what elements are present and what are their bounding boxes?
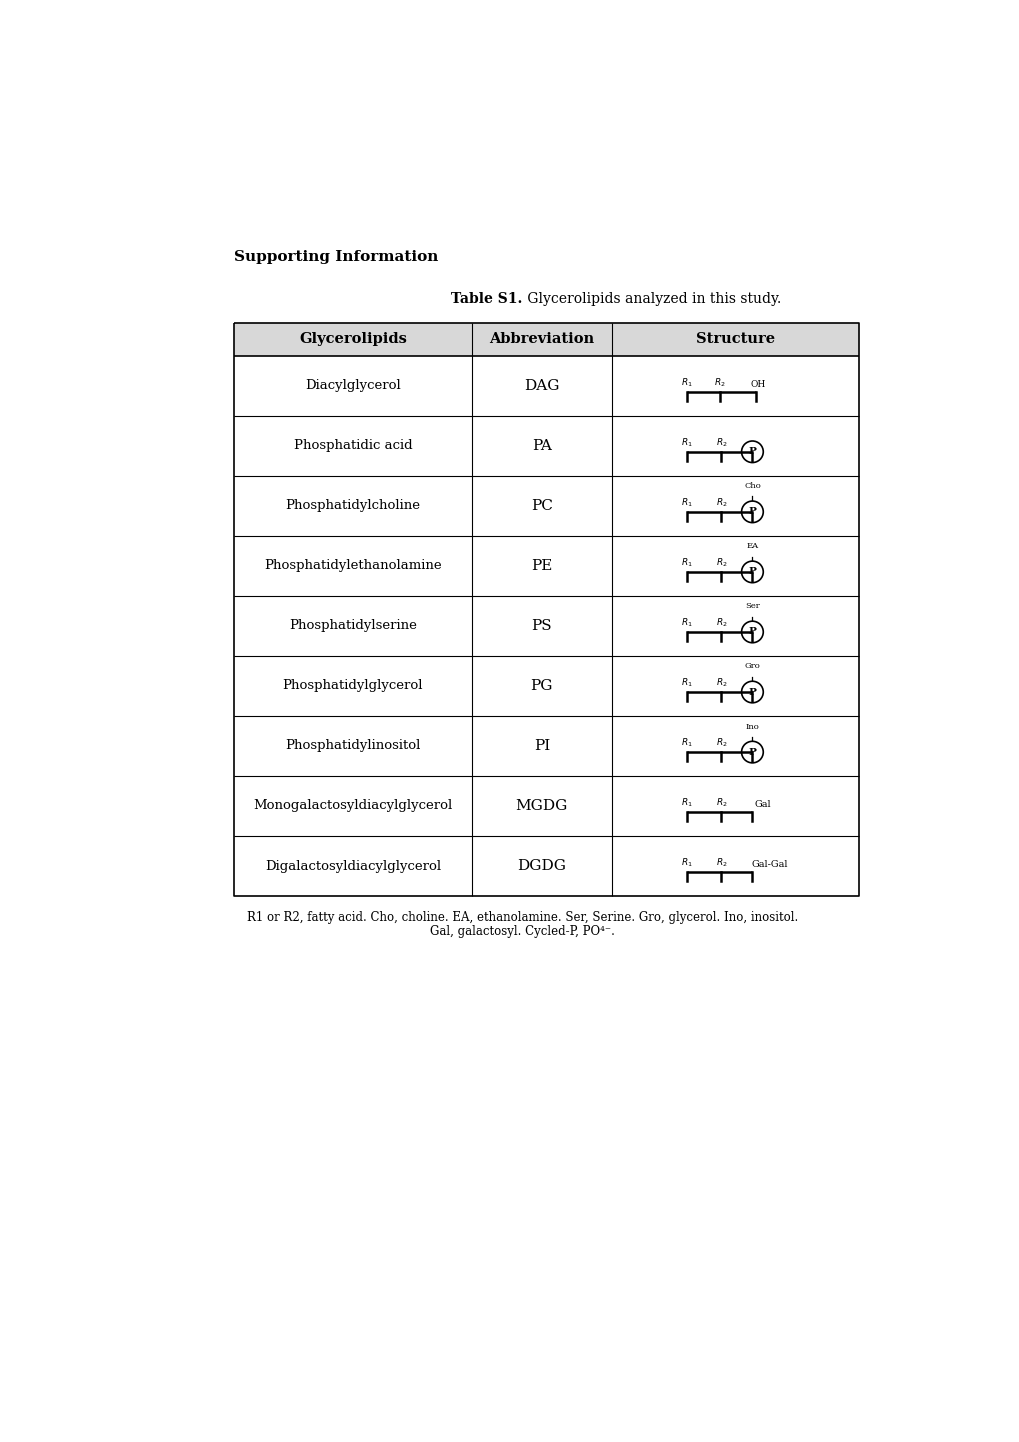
Text: $R_1$: $R_1$ xyxy=(681,857,693,870)
Text: PG: PG xyxy=(530,679,552,692)
Text: OH: OH xyxy=(750,379,765,389)
Text: P: P xyxy=(748,627,756,636)
Text: $R_1$: $R_1$ xyxy=(681,496,693,509)
Text: $R_2$: $R_2$ xyxy=(715,676,727,689)
Text: Gal: Gal xyxy=(754,800,770,809)
Text: Gal, galactosyl. Cycled-P, PO⁴⁻.: Gal, galactosyl. Cycled-P, PO⁴⁻. xyxy=(430,926,614,939)
Text: DGDG: DGDG xyxy=(517,859,566,872)
Text: Phosphatidylethanolamine: Phosphatidylethanolamine xyxy=(264,559,441,572)
Text: Abbreviation: Abbreviation xyxy=(489,332,594,346)
Text: $R_2$: $R_2$ xyxy=(715,737,727,748)
Text: Glycerolipids: Glycerolipids xyxy=(299,332,407,346)
Text: $R_1$: $R_1$ xyxy=(681,676,693,689)
Text: PA: PA xyxy=(531,438,551,453)
Text: P: P xyxy=(748,567,756,577)
Text: Phosphatidylcholine: Phosphatidylcholine xyxy=(285,499,420,512)
Text: $R_1$: $R_1$ xyxy=(681,435,693,448)
Text: $R_2$: $R_2$ xyxy=(715,557,727,568)
Text: Ino: Ino xyxy=(745,722,758,731)
Text: $R_2$: $R_2$ xyxy=(713,376,725,389)
Text: Structure: Structure xyxy=(695,332,774,346)
Text: $R_1$: $R_1$ xyxy=(681,616,693,629)
Text: $R_2$: $R_2$ xyxy=(715,435,727,448)
Text: $R_2$: $R_2$ xyxy=(715,496,727,509)
Text: Glycerolipids analyzed in this study.: Glycerolipids analyzed in this study. xyxy=(522,293,781,306)
Text: Cho: Cho xyxy=(743,482,760,490)
Polygon shape xyxy=(234,323,858,356)
Text: $R_2$: $R_2$ xyxy=(715,857,727,870)
Text: EA: EA xyxy=(746,542,758,551)
Text: Gal-Gal: Gal-Gal xyxy=(750,859,787,870)
Text: Phosphatidic acid: Phosphatidic acid xyxy=(293,440,412,453)
Text: Digalactosyldiacylglycerol: Digalactosyldiacylglycerol xyxy=(265,859,440,872)
Text: $R_1$: $R_1$ xyxy=(681,796,693,809)
Text: Diacylglycerol: Diacylglycerol xyxy=(305,379,400,392)
Text: Table S1.: Table S1. xyxy=(451,293,522,306)
Text: Ser: Ser xyxy=(744,603,759,610)
Text: MGDG: MGDG xyxy=(515,799,568,813)
Text: DAG: DAG xyxy=(524,379,559,392)
Text: PE: PE xyxy=(531,558,552,572)
Text: $R_1$: $R_1$ xyxy=(681,557,693,568)
Text: $R_1$: $R_1$ xyxy=(681,376,693,389)
Text: P: P xyxy=(748,688,756,696)
Text: PI: PI xyxy=(533,738,549,753)
Text: R1 or R2, fatty acid. Cho, choline. EA, ethanolamine. Ser, Serine. Gro, glycerol: R1 or R2, fatty acid. Cho, choline. EA, … xyxy=(247,911,798,924)
Text: Phosphatidylserine: Phosphatidylserine xyxy=(288,619,417,632)
Text: PS: PS xyxy=(531,619,551,633)
Text: P: P xyxy=(748,447,756,456)
Text: Monogalactosyldiacylglycerol: Monogalactosyldiacylglycerol xyxy=(253,799,452,812)
Text: P: P xyxy=(748,747,756,757)
Text: Phosphatidylglycerol: Phosphatidylglycerol xyxy=(282,679,423,692)
Text: Phosphatidylinositol: Phosphatidylinositol xyxy=(285,740,420,753)
Text: Supporting Information: Supporting Information xyxy=(234,249,438,264)
Text: $R_1$: $R_1$ xyxy=(681,737,693,748)
Text: Gro: Gro xyxy=(744,662,759,671)
Text: $R_2$: $R_2$ xyxy=(715,616,727,629)
Text: $R_2$: $R_2$ xyxy=(715,796,727,809)
Text: PC: PC xyxy=(530,499,552,513)
Text: P: P xyxy=(748,508,756,516)
